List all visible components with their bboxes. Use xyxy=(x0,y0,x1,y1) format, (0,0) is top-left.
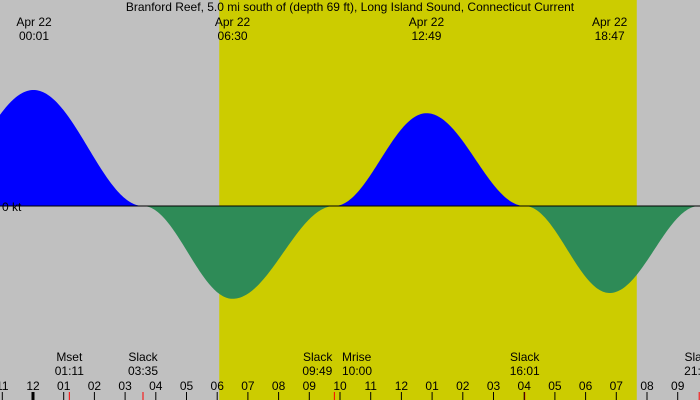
hour-tick-label: 12 xyxy=(395,379,409,393)
extreme-date-label: Apr 22 xyxy=(215,15,251,29)
hour-tick-label: 05 xyxy=(180,379,194,393)
event-label: Slack xyxy=(303,350,333,364)
extreme-date-label: Apr 22 xyxy=(409,15,445,29)
hour-tick-label: 08 xyxy=(272,379,286,393)
hour-tick-label: 02 xyxy=(88,379,102,393)
hour-tick-label: 08 xyxy=(640,379,654,393)
event-time-label: 09:49 xyxy=(302,364,332,378)
hour-tick-label: 11 xyxy=(364,379,377,393)
hour-tick-label: 06 xyxy=(211,379,225,393)
chart-title: Branford Reef, 5.0 mi south of (depth 69… xyxy=(126,0,575,14)
hour-tick-label: 10 xyxy=(333,379,347,393)
hour-tick-label: 11 xyxy=(0,379,9,393)
hour-tick-label: 06 xyxy=(579,379,593,393)
extreme-time-label: 00:01 xyxy=(19,29,49,43)
event-label: Slack xyxy=(128,350,158,364)
event-label: Slack xyxy=(685,350,700,364)
hour-tick-label: 03 xyxy=(487,379,501,393)
hour-tick-label: 02 xyxy=(456,379,470,393)
event-time-label: 01:11 xyxy=(55,364,84,378)
hour-tick-label: 07 xyxy=(241,379,255,393)
hour-tick-label: 09 xyxy=(671,379,685,393)
event-time-label: 16:01 xyxy=(510,364,540,378)
hour-tick-label: 04 xyxy=(149,379,163,393)
hour-tick-label: 07 xyxy=(610,379,624,393)
event-label: Mset xyxy=(56,350,83,364)
event-label: Mrise xyxy=(342,350,372,364)
extreme-time-label: 18:47 xyxy=(595,29,625,43)
ebb-area xyxy=(144,206,335,299)
extreme-time-label: 06:30 xyxy=(218,29,248,43)
zero-label: 0 kt xyxy=(2,200,22,214)
flood-area xyxy=(0,90,144,206)
hour-tick-label: 01 xyxy=(57,379,71,393)
hour-tick-label: 01 xyxy=(425,379,439,393)
hour-tick-label: 04 xyxy=(518,379,532,393)
ebb-area xyxy=(525,206,700,293)
flood-area xyxy=(335,113,525,206)
event-label: Slack xyxy=(510,350,540,364)
event-time-label: 21:42 xyxy=(684,364,700,378)
event-time-label: 10:00 xyxy=(342,364,372,378)
hour-tick-label: 12 xyxy=(26,379,40,393)
extreme-date-label: Apr 22 xyxy=(592,15,628,29)
hour-tick-label: 03 xyxy=(118,379,132,393)
event-time-label: 03:35 xyxy=(128,364,158,378)
hour-tick-label: 09 xyxy=(303,379,317,393)
hour-tick-label: 05 xyxy=(548,379,562,393)
extreme-time-label: 12:49 xyxy=(411,29,441,43)
extreme-date-label: Apr 22 xyxy=(16,15,52,29)
